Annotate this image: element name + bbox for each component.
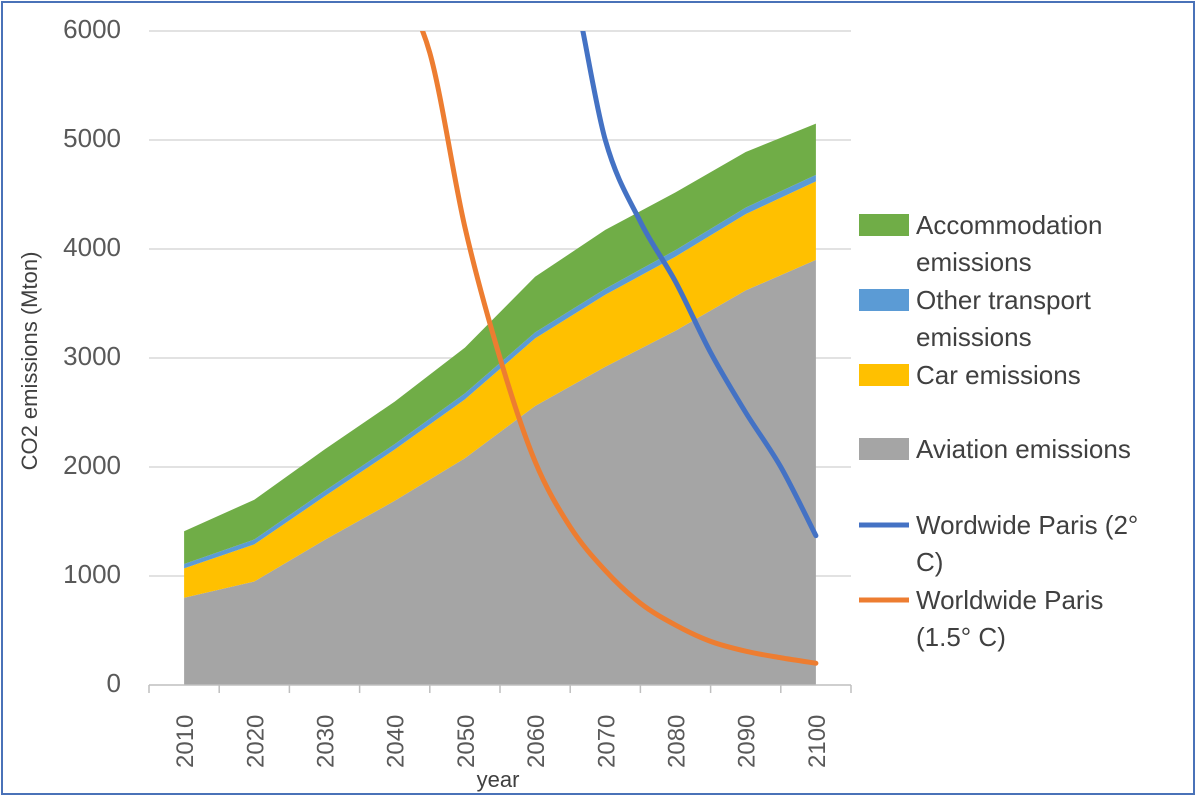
legend-label: Worldwide Paris (1.5° C) xyxy=(916,585,1103,652)
x-axis-title: year xyxy=(477,767,520,792)
legend-swatch xyxy=(859,289,909,311)
area-accommodation-emissions xyxy=(184,123,816,565)
x-tick-label: 2090 xyxy=(734,715,761,768)
legend-swatch xyxy=(859,214,909,236)
x-tick-label: 2080 xyxy=(664,715,691,768)
y-tick-label: 4000 xyxy=(63,232,121,262)
y-tick-label: 3000 xyxy=(63,341,121,371)
legend-swatch xyxy=(859,364,909,386)
legend-item: Car emissions xyxy=(859,360,1081,390)
legend-label: Other transport emissions xyxy=(916,285,1092,352)
y-tick-label: 0 xyxy=(107,668,121,698)
y-tick-label: 6000 xyxy=(63,14,121,44)
axes xyxy=(148,684,852,693)
legend-item: Worldwide Paris (1.5° C) xyxy=(859,585,1103,652)
x-tick-label: 2010 xyxy=(172,715,199,768)
legend-swatch xyxy=(859,438,909,460)
y-axis-ticks: 0 1000 2000 3000 4000 5000 6000 xyxy=(63,14,121,698)
y-tick-label: 5000 xyxy=(63,123,121,153)
legend-item: Accommodation emissions xyxy=(859,210,1102,277)
x-tick-label: 2060 xyxy=(523,715,550,768)
y-axis-title: CO2 emissions (Mton) xyxy=(17,252,42,471)
stacked-areas xyxy=(184,123,816,685)
y-tick-label: 2000 xyxy=(63,450,121,480)
x-tick-label: 2070 xyxy=(593,715,620,768)
legend-label: Wordwide Paris (2° C) xyxy=(916,510,1138,577)
x-tick-label: 2030 xyxy=(313,715,340,768)
area-car-emissions xyxy=(184,181,816,598)
line-paris-1-5c xyxy=(419,31,819,666)
legend-item: Other transport emissions xyxy=(859,285,1092,352)
x-tick-label: 2020 xyxy=(242,715,269,768)
legend-item: Aviation emissions xyxy=(859,434,1131,464)
x-tick-label: 2050 xyxy=(453,715,480,768)
legend-label: Aviation emissions xyxy=(916,434,1131,464)
legend: Accommodation emissions Other transport emi… xyxy=(859,210,1138,652)
line-paris-2c xyxy=(580,31,819,539)
legend-label: Accommodation emissions xyxy=(916,210,1102,277)
x-axis-ticks: 2010 2020 2030 2040 2050 2060 2070 2080 2090 2100 xyxy=(172,715,831,768)
legend-label: Car emissions xyxy=(916,360,1081,390)
legend-item: Wordwide Paris (2° C) xyxy=(859,510,1138,577)
x-tick-label: 2100 xyxy=(804,715,831,768)
area-aviation-emissions xyxy=(184,259,816,685)
y-tick-label: 1000 xyxy=(63,559,121,589)
x-tick-label: 2040 xyxy=(383,715,410,768)
paris-lines xyxy=(419,31,819,666)
